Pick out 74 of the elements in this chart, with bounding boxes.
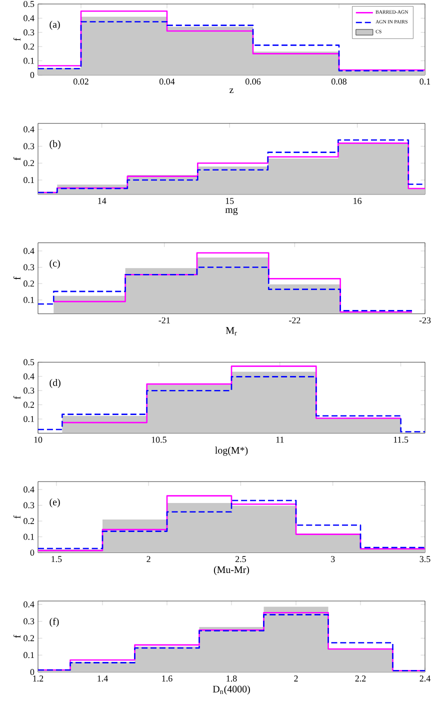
x-tick-label: 11	[276, 436, 284, 443]
y-tick-label: 0.2	[24, 44, 34, 50]
y-tick-label: 0.4	[24, 15, 34, 22]
x-tick-label: 11.5	[394, 436, 408, 443]
y-tick-label: 0.2	[24, 518, 34, 524]
y-tick-label: 0	[30, 72, 34, 78]
y-axis-title: f	[13, 157, 20, 160]
x-tick-label: 10.5	[152, 436, 166, 443]
y-tick-label: 0.1	[24, 58, 34, 64]
x-tick-label: 1.8	[226, 676, 237, 682]
x-tick-label: 15	[226, 198, 234, 204]
y-tick-label: 0.5	[24, 0, 34, 8]
y-tick-label: 0.3	[24, 29, 34, 36]
y-tick-label: 0.3	[24, 264, 34, 270]
y-tick-label: 0.3	[24, 502, 34, 508]
y-axis-title: f	[13, 634, 20, 638]
annotation: (f)	[50, 618, 59, 627]
x-tick-label: 3	[331, 556, 335, 562]
x-axis-title: mg	[225, 208, 238, 216]
y-tick-label: 0.5	[24, 359, 34, 366]
x-tick-label: 14	[98, 198, 106, 204]
y-tick-label: 0.1	[24, 296, 34, 303]
x-tick-label: 0.06	[246, 78, 261, 85]
y-tick-label: 0.1	[24, 176, 34, 184]
x-tick-label: 2	[146, 556, 150, 562]
annotation: (c)	[50, 260, 60, 269]
y-tick-label: 0.2	[24, 160, 34, 166]
x-tick-label: 0.1	[420, 78, 430, 85]
x-tick-label: 0.08	[332, 78, 347, 85]
x-tick-label: 2.5	[236, 556, 246, 562]
y-tick-label: 0.4	[24, 126, 34, 132]
y-tick-label: 0.4	[24, 248, 34, 254]
x-tick-label: 16	[354, 198, 362, 204]
x-tick-label: 2.4	[420, 676, 430, 682]
annotation: (e)	[50, 498, 60, 508]
y-tick-label: 0.1	[24, 534, 34, 540]
x-tick-label: 1.5	[52, 556, 62, 562]
y-tick-label: 0.4	[24, 601, 34, 608]
x-axis-title: (Mu-Mr)	[214, 566, 250, 576]
y-tick-label: 0.3	[24, 618, 34, 624]
annotation: (a)	[50, 20, 60, 30]
annotation: (d)	[50, 378, 60, 388]
y-tick-label: 0.4	[24, 373, 34, 380]
x-axis-title: D$_{n}$(4000)	[212, 685, 250, 694]
x-tick-label: 3.5	[420, 556, 430, 562]
y-tick-label: 0.3	[24, 143, 34, 150]
x-tick-label: -21	[158, 317, 170, 324]
y-axis-title: f	[13, 276, 20, 280]
y-axis-title: f	[13, 38, 20, 41]
x-tick-label: 1.6	[162, 676, 172, 682]
y-tick-label: 0.2	[24, 402, 34, 408]
x-tick-label: 0.02	[74, 78, 88, 85]
annotation: (b)	[50, 140, 60, 150]
x-tick-label: -23	[419, 317, 431, 324]
y-tick-label: 0.2	[24, 635, 34, 642]
y-tick-label: 0.2	[24, 280, 34, 287]
y-tick-label: 0.1	[24, 416, 34, 422]
y-tick-label: 0.1	[24, 652, 34, 658]
x-axis-title: z	[230, 88, 234, 94]
x-tick-label: 10	[34, 436, 42, 443]
y-axis-title: f	[13, 396, 20, 400]
y-tick-label: 0.4	[24, 486, 34, 493]
x-tick-label: 1.2	[33, 676, 44, 682]
y-tick-label: 0	[30, 550, 34, 556]
x-tick-label: 2	[294, 676, 298, 682]
x-tick-label: 0.04	[160, 78, 175, 85]
x-tick-label: 1.4	[98, 676, 108, 682]
y-tick-label: 0	[30, 668, 34, 676]
y-tick-label: 0.3	[24, 388, 34, 394]
x-axis-title: log(M*)	[215, 446, 248, 456]
x-tick-label: 2.2	[355, 676, 366, 682]
x-tick-label: -22	[289, 317, 300, 324]
x-axis-title: M$_{r}$	[226, 327, 237, 336]
y-axis-title: f	[13, 515, 20, 518]
